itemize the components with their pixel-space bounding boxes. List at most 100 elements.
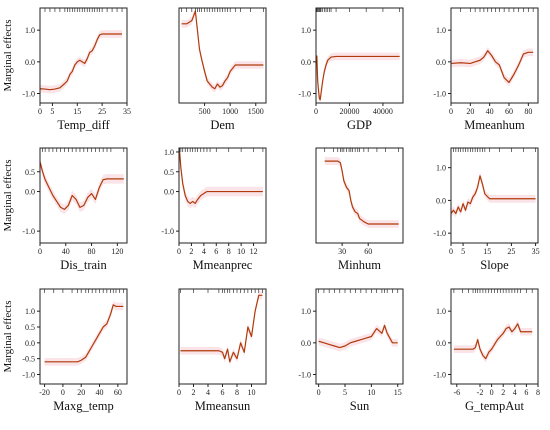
y-tick-label: 0.5 [25,323,35,332]
y-tick-label: -1.0 [298,371,311,380]
x-tick-label: 8 [235,388,239,397]
x-tick-label: 120 [111,247,123,256]
x-tick-label: 0 [38,107,42,116]
x-tick-label: 30 [338,247,346,256]
confidence-band [453,320,533,363]
y-tick-label: -1.0 [433,90,446,99]
y-tick-label: 0.0 [25,58,35,67]
y-tick-label: 1.0 [301,307,311,316]
x-tick-label: 0 [449,247,453,256]
panel-4: 0 20 40 60 80 -1.0 0.0 1.0 Mmeanhum [433,7,539,132]
x-axis-label: Dem [210,118,235,132]
x-tick-label: 4 [206,388,210,397]
x-tick-label: 40 [96,388,104,397]
confidence-band [318,321,398,352]
panel-8: 0 5 15 25 35 -1.0 0.0 1.0 Slope [433,147,540,272]
x-tick-label: 20000 [339,107,359,116]
panel-12: -6 -2 0 2 4 6 8 -1.0 0.0 1.0 G_tempAut [433,288,540,413]
panel-2: 500 1000 1500 Dem [178,7,267,132]
effect-curve [39,161,124,210]
x-tick-label: 5 [343,388,347,397]
plot-frame [315,288,404,385]
y-tick-label: 0.0 [164,188,174,197]
plot-frame [39,288,128,385]
x-tick-label: -2 [477,388,484,397]
x-tick-label: 35 [123,107,131,116]
panel-6: 0 2 4 6 8 10 12 -1.0 0.0 0.5 1.0 Mmeanprec [161,147,267,272]
x-tick-label: 15 [483,247,491,256]
effect-curve [318,324,398,349]
plot-frame [450,147,539,244]
x-tick-label: 40 [486,107,494,116]
plot-frame [178,7,267,104]
x-axis-label: Sun [350,399,370,413]
effect-curve [39,33,123,91]
effect-curve [316,55,400,101]
y-axis-label: Marginal effects [2,301,14,373]
y-tick-label: -1.0 [298,90,311,99]
y-tick-label: -0.5 [22,355,35,364]
y-tick-label: 0.0 [301,58,311,67]
panel-3: 0 20000 40000 -1.0 0.0 1.0 GDP [298,7,404,132]
x-tick-label: 2 [501,388,505,397]
x-tick-label: 0 [61,388,65,397]
x-tick-label: -6 [453,388,460,397]
confidence-band [451,171,536,218]
panel-1: 0 5 15 25 35 -1.0 0.0 1.0 Temp_diff Marginal effe… [2,7,131,132]
x-axis-label: Maxg_temp [53,399,113,413]
x-tick-label: 6 [221,388,225,397]
x-tick-label: 20 [77,388,85,397]
x-tick-label: 40000 [373,107,393,116]
y-tick-label: 1.0 [436,26,446,35]
x-axis-label: Minhum [338,258,381,272]
x-tick-label: 10 [237,247,245,256]
y-tick-label: -1.0 [22,371,35,380]
x-tick-label: 80 [88,247,96,256]
plot-frame [315,147,404,244]
confidence-band [451,46,534,87]
x-tick-label: 6 [214,247,218,256]
confidence-band [44,301,124,366]
x-tick-label: -20 [39,388,50,397]
x-tick-label: 5 [461,247,465,256]
x-tick-label: 8 [536,388,540,397]
x-tick-label: 0 [177,247,181,256]
confidence-band [40,30,123,94]
x-tick-label: 20 [466,107,474,116]
y-tick-label: -1.0 [433,229,446,238]
x-tick-label: 15 [73,107,81,116]
x-axis-label: Mmeanhum [464,118,525,132]
x-tick-label: 1000 [222,107,238,116]
x-tick-label: 5 [50,107,54,116]
effect-curve [450,175,536,215]
x-tick-label: 35 [532,247,540,256]
y-axis-label: Marginal effects [2,160,14,232]
plot-frame [178,288,267,385]
confidence-band [181,7,264,93]
x-axis-label: GDP [347,118,372,132]
panel-11: 0 5 10 15 -1.0 0.0 1.0 Sun [298,288,404,413]
y-tick-label: 0.0 [25,339,35,348]
effect-curve [324,160,399,225]
x-tick-label: 2 [189,247,193,256]
effect-curve [179,151,263,205]
y-tick-label: -1.0 [22,90,35,99]
x-tick-label: 0 [317,388,321,397]
confidence-band [179,147,263,209]
panel-7: 30 60 Minhum [315,147,404,272]
x-tick-label: 4 [513,388,517,397]
y-tick-label: 0.0 [436,58,446,67]
plot-frame [315,7,404,104]
plot-frame [450,288,539,385]
y-tick-label: 1.0 [436,164,446,173]
x-tick-label: 0 [38,247,42,256]
plot-frame [178,147,267,244]
x-tick-label: 80 [524,107,532,116]
y-axis-label: Marginal effects [2,20,14,92]
x-axis-label: Mmeanprec [193,258,253,272]
y-tick-label: 1.0 [164,148,174,157]
x-tick-label: 1500 [248,107,264,116]
plot-frame [450,7,539,104]
y-tick-label: 1.0 [25,26,35,35]
